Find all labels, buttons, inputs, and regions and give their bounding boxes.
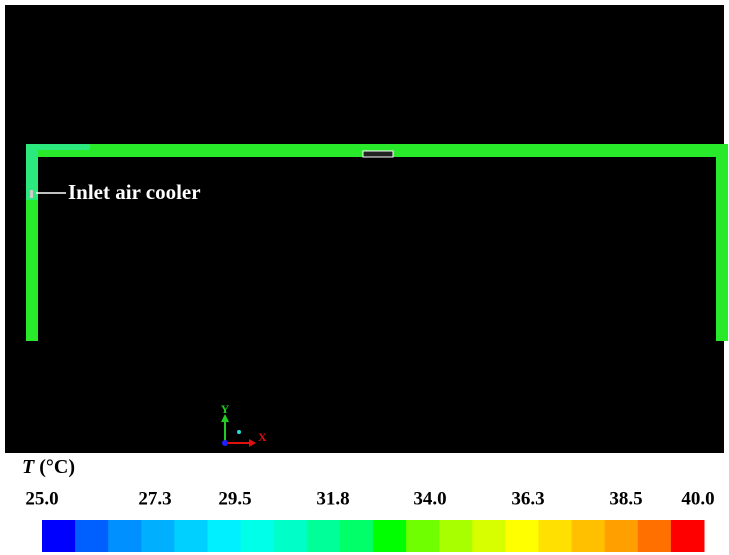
colorbar-swatch [306,520,341,552]
colorbar-swatch [42,520,76,552]
colorbar: 25.0 27.3 29.5 31.8 34.0 36.3 38.5 40.0 [25,488,715,552]
colorbar-swatch [604,520,639,552]
legend-title: T (°C) [22,456,75,478]
colorbar-tick-label: 36.3 [511,488,544,509]
colorbar-swatch [240,520,275,552]
colorbar-swatch [571,520,606,552]
colorbar-swatch [273,520,308,552]
colorbar-swatch [472,520,506,552]
colorbar-swatch [174,520,208,552]
colorbar-tick-label: 25.0 [25,488,58,509]
viewport [5,5,724,453]
colorbar-swatch [207,520,242,552]
colorbar-tick-label: 27.3 [138,488,171,509]
colorbar-tick-label: 34.0 [413,488,446,509]
colorbar-swatch [406,520,440,552]
annotation: Inlet air cooler [68,180,201,204]
colorbar-tick-label: 38.5 [609,488,642,509]
colorbar-tick-label: 31.8 [316,488,349,509]
colorbar-swatch [75,520,109,552]
colorbar-swatch [108,520,142,552]
colorbar-swatch [637,520,672,552]
colorbar-swatch [538,520,573,552]
colorbar-swatch [141,520,175,552]
duct [26,144,728,341]
colorbar-tick-label: 40.0 [681,488,714,509]
colorbar-swatch [505,520,539,552]
colorbar-tick-label: 29.5 [218,488,251,509]
colorbar-swatch [439,520,473,552]
legend-symbol: T [22,456,35,478]
colorbar-swatch [373,520,407,552]
axis-triad: Y X [221,402,267,447]
colorbar-swatch [339,520,374,552]
legend-unit: (°C) [39,456,75,478]
x-axis-label: X [258,430,267,444]
y-axis-label: Y [221,402,230,416]
colorbar-swatch [670,520,705,552]
